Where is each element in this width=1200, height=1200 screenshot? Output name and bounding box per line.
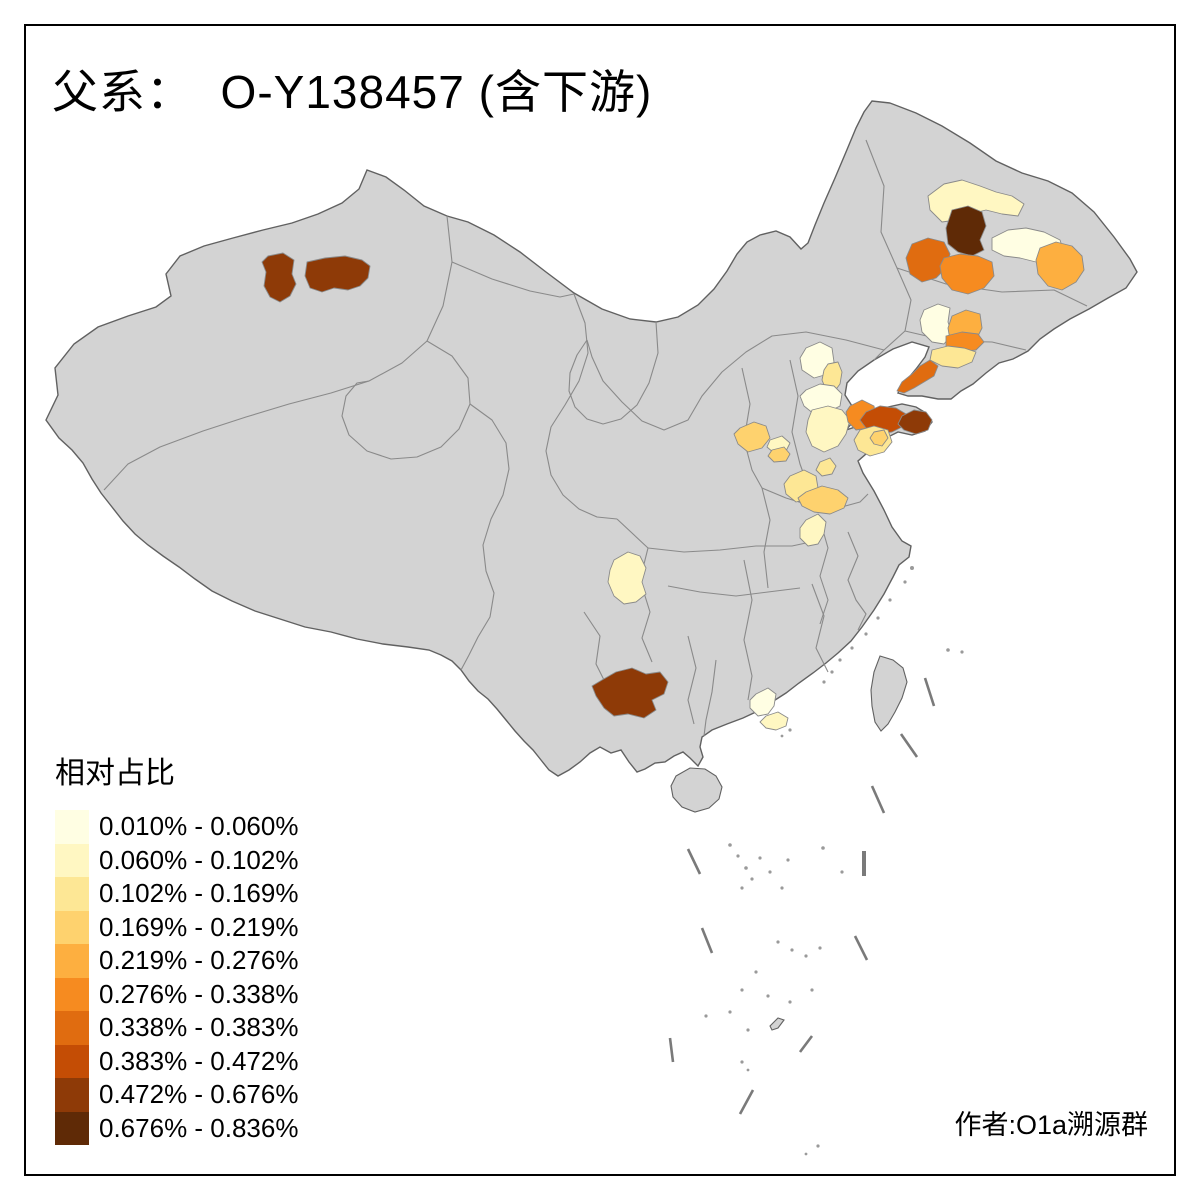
legend-label: 0.102% - 0.169% [99,878,299,909]
legend-label: 0.010% - 0.060% [99,811,299,842]
legend-item: 0.472% - 0.676% [55,1078,298,1112]
legend-swatch [55,944,89,978]
legend-item: 0.676% - 0.836% [55,1111,299,1145]
legend-label: 0.383% - 0.472% [99,1045,299,1076]
hainan-island [671,768,722,812]
region-liaoning-central-pale [930,346,976,368]
region-foshan-pale [760,712,788,730]
region-hebei-south-pale [806,406,850,452]
islands [671,656,907,1030]
legend-label: 0.276% - 0.338% [99,978,299,1009]
legend-items: 0.010% - 0.060% 0.060% - 0.102% 0.102% - 0… [55,810,298,1145]
legend-item: 0.338% - 0.383% [55,1011,298,1045]
region-xinjiang-west [262,253,296,302]
legend-swatch [55,843,89,877]
region-heilongjiang-south-orange [940,254,994,294]
legend-label: 0.219% - 0.276% [99,945,299,976]
legend-item: 0.169% - 0.219% [55,910,299,944]
region-heze [800,514,826,546]
legend-swatch [55,977,89,1011]
author-credit: 作者:O1a溯源群 [954,1110,1148,1140]
legend-swatch [55,810,89,844]
legend-swatch [55,1011,89,1045]
nine-dash-line [670,678,934,1114]
legend-label: 0.169% - 0.219% [99,911,299,942]
region-jinan-liaocheng [798,486,848,514]
legend: 相对占比 0.010% - 0.060% 0.060% - 0.102% 0.102… [55,748,298,1145]
region-inner-mongolia-amber [734,422,770,452]
legend-item: 0.383% - 0.472% [55,1044,299,1078]
region-sichuan-east [608,552,646,604]
legend-item: 0.010% - 0.060% [55,810,298,844]
legend-item: 0.276% - 0.338% [55,977,299,1011]
legend-swatch [55,910,89,944]
taiwan-island [871,656,907,731]
legend-swatch [55,877,89,911]
region-dalian [897,360,938,393]
legend-label: 0.338% - 0.383% [99,1012,299,1043]
legend-swatch [55,1044,89,1078]
legend-swatch [55,1078,89,1112]
region-weihai [898,410,932,434]
legend-swatch [55,1111,89,1145]
page-title: 父系： O-Y138457 (含下游) [52,66,653,118]
legend-item: 0.219% - 0.276% [55,944,298,978]
region-shanxi-north-amber [768,447,790,462]
legend-item: 0.060% - 0.102% [55,843,299,877]
legend-label: 0.472% - 0.676% [99,1079,299,1110]
region-heilongjiang-center-dark [946,206,986,256]
region-guangzhou-cream [750,688,776,716]
colored-regions [262,180,1084,730]
region-guizhou-north [592,668,668,718]
legend-item: 0.102% - 0.169% [55,877,298,911]
region-heilongjiang-east-orange [1036,242,1084,290]
region-qingdao-amber [870,430,888,446]
south-sea-islet [770,1018,784,1030]
legend-label: 0.060% - 0.102% [99,844,299,875]
legend-label: 0.676% - 0.836% [99,1112,299,1143]
plot-frame [24,24,1176,1176]
legend-title: 相对占比 [55,757,175,790]
region-dezhou [816,458,836,476]
region-xinjiang-east [305,256,370,292]
island-dots [704,566,964,1156]
